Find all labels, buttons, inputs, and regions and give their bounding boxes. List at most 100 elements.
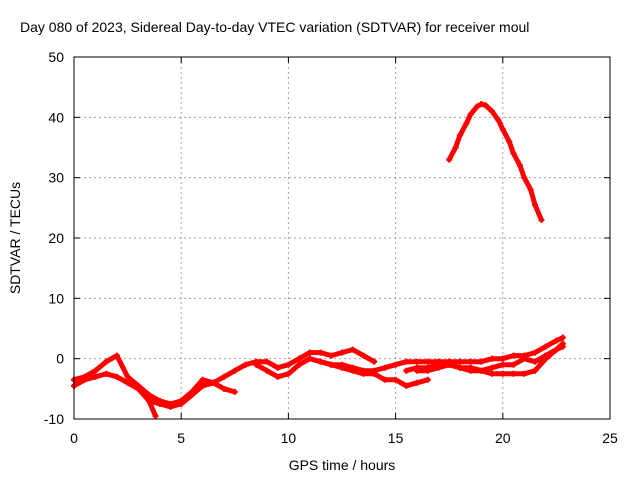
data-point xyxy=(146,397,153,404)
data-point xyxy=(392,376,399,383)
data-point xyxy=(167,403,174,410)
data-point xyxy=(360,367,367,374)
data-point xyxy=(328,361,335,368)
data-point xyxy=(263,358,270,365)
data-point xyxy=(392,361,399,368)
data-point xyxy=(499,126,506,133)
data-point xyxy=(414,379,421,386)
data-point xyxy=(499,370,506,377)
data-point xyxy=(499,355,506,362)
data-point xyxy=(103,370,110,377)
data-point xyxy=(317,358,324,365)
data-point xyxy=(531,201,538,208)
data-point xyxy=(152,412,159,419)
data-point xyxy=(188,391,195,398)
data-point xyxy=(456,364,463,371)
data-point xyxy=(274,364,281,371)
data-point xyxy=(495,117,502,124)
data-point xyxy=(178,400,185,407)
data-point xyxy=(92,373,99,380)
data-point xyxy=(403,358,410,365)
data-point xyxy=(510,352,517,359)
data-point xyxy=(403,367,410,374)
series-line xyxy=(146,347,377,410)
y-tick-label: -10 xyxy=(44,411,64,427)
data-point xyxy=(296,361,303,368)
data-point xyxy=(317,349,324,356)
data-point xyxy=(531,349,538,356)
data-point xyxy=(446,156,453,163)
data-point xyxy=(92,367,99,374)
data-point xyxy=(146,391,153,398)
y-tick-label: 50 xyxy=(48,49,64,65)
data-point xyxy=(371,358,378,365)
data-point xyxy=(559,343,566,350)
data-point xyxy=(531,358,538,365)
data-point xyxy=(306,349,313,356)
data-point xyxy=(506,138,513,145)
data-point xyxy=(135,385,142,392)
y-tick-label: 20 xyxy=(48,230,64,246)
data-point xyxy=(424,367,431,374)
data-point xyxy=(285,361,292,368)
series-track-b xyxy=(71,370,159,419)
data-point xyxy=(381,364,388,371)
y-tick-label: 10 xyxy=(48,290,64,306)
data-point xyxy=(489,108,496,115)
series-line xyxy=(71,353,238,407)
series-line xyxy=(403,341,566,374)
data-point xyxy=(467,358,474,365)
data-point xyxy=(103,358,110,365)
data-point xyxy=(456,132,463,139)
data-point xyxy=(478,101,485,108)
data-point xyxy=(446,361,453,368)
data-point xyxy=(424,376,431,383)
ticks: 0 5 10 15 20 25 -10 0 10 20 30 40 50 xyxy=(44,49,618,446)
data-point xyxy=(349,364,356,371)
data-point xyxy=(456,358,463,365)
data-point xyxy=(553,346,560,353)
data-point xyxy=(285,370,292,377)
data-point xyxy=(339,349,345,356)
data-point xyxy=(463,120,470,127)
data-point xyxy=(403,382,410,389)
data-point xyxy=(124,379,131,386)
x-tick-label: 25 xyxy=(602,430,618,446)
data-point xyxy=(221,373,228,380)
data-point xyxy=(527,186,534,193)
data-point xyxy=(360,352,367,359)
data-point xyxy=(296,355,303,362)
data-point xyxy=(199,382,206,389)
data-point xyxy=(474,103,481,110)
data-point xyxy=(414,358,421,365)
data-point xyxy=(538,216,545,223)
data-point xyxy=(424,358,431,365)
data-point xyxy=(231,388,238,395)
data-point xyxy=(521,355,528,362)
data-point xyxy=(231,367,238,374)
series-track-h xyxy=(446,101,545,223)
x-tick-label: 20 xyxy=(495,430,511,446)
data-point xyxy=(478,358,485,365)
data-point xyxy=(81,376,88,383)
data-point xyxy=(113,373,120,380)
data-point xyxy=(510,361,517,368)
data-point xyxy=(542,355,549,362)
data-point xyxy=(210,379,217,386)
data-point xyxy=(349,346,356,353)
series-track-a xyxy=(71,352,238,407)
series-track-c xyxy=(146,346,378,410)
series-layer xyxy=(71,101,566,419)
data-point xyxy=(274,373,281,380)
data-point xyxy=(489,355,496,362)
data-point xyxy=(199,376,206,383)
data-point xyxy=(531,367,538,374)
series-track-g xyxy=(414,343,566,377)
data-point xyxy=(521,174,528,181)
x-tick-label: 15 xyxy=(388,430,404,446)
data-point xyxy=(328,352,335,359)
data-point xyxy=(553,337,560,344)
data-point xyxy=(467,364,474,371)
data-point xyxy=(482,102,489,109)
data-point xyxy=(510,370,517,377)
